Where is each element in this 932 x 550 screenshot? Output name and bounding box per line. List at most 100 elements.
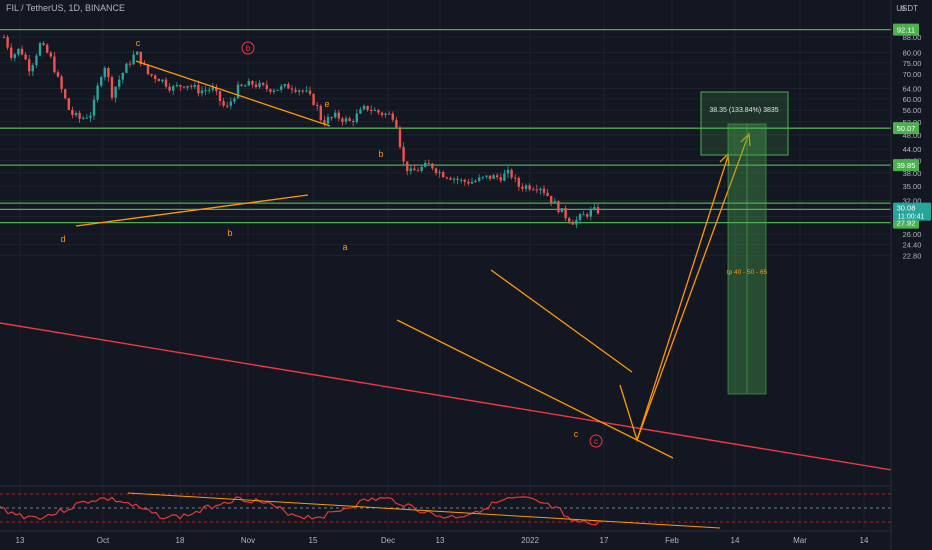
projection-arrow-1 — [619, 155, 729, 443]
candle — [215, 84, 218, 96]
candle — [517, 176, 520, 191]
candle — [161, 79, 164, 84]
candle — [492, 173, 495, 179]
candle — [362, 104, 366, 111]
candle — [121, 72, 124, 84]
oscillator-pane: 60.0040.00 — [0, 483, 932, 532]
last-price-tag — [893, 202, 931, 221]
candle — [506, 166, 510, 179]
candle — [251, 80, 254, 88]
triangle-lower-line — [75, 194, 309, 227]
candle — [398, 125, 402, 150]
price-top-label: 9 — [901, 4, 905, 13]
projection-arrow-2 — [636, 135, 749, 441]
candle — [542, 185, 546, 196]
time-tick: Dec — [381, 536, 395, 545]
candle — [164, 77, 168, 89]
candle — [496, 173, 499, 180]
candle — [78, 110, 81, 123]
candle — [35, 53, 38, 68]
candle — [301, 89, 304, 94]
wedge-upper-line — [490, 269, 633, 373]
candle — [582, 210, 585, 216]
candle — [323, 115, 326, 127]
candle — [272, 88, 276, 95]
candle — [406, 161, 409, 176]
candle — [132, 50, 135, 66]
candle — [136, 50, 139, 55]
candle — [82, 115, 85, 121]
candle — [208, 87, 211, 94]
time-tick: 13 — [436, 536, 445, 545]
grid — [0, 0, 891, 530]
candle — [31, 63, 34, 77]
time-tick: 14 — [860, 536, 869, 545]
target-zone: 38.35 (133.84%) 3835 tp 40 - 50 - 65 — [700, 91, 789, 395]
price-tick: 48.00 — [903, 131, 922, 140]
candle — [380, 111, 384, 118]
price-tick: 22.80 — [903, 251, 922, 260]
candle — [391, 111, 394, 123]
candle — [28, 54, 31, 77]
candle — [535, 184, 538, 194]
candle — [218, 90, 222, 106]
price-tick: 56.00 — [903, 106, 922, 115]
candle — [384, 112, 387, 118]
candle — [110, 75, 114, 101]
candle — [413, 164, 416, 171]
time-tick: 13 — [16, 536, 25, 545]
candle — [485, 175, 488, 179]
candle — [438, 169, 441, 178]
candle — [578, 212, 582, 225]
candle — [49, 50, 52, 59]
take-profit-label: tp 40 - 50 - 65 — [727, 269, 768, 276]
target-label: 38.35 (133.84%) 3835 — [709, 107, 778, 114]
trend-drawings — [0, 60, 893, 471]
candle — [233, 96, 236, 104]
target-label-box — [700, 91, 789, 156]
candle — [2, 34, 6, 38]
candle — [514, 174, 517, 183]
candle — [175, 81, 178, 88]
wave-label: a — [342, 242, 347, 252]
candle — [586, 212, 589, 220]
price-tick: 60.00 — [903, 95, 922, 104]
candle — [146, 64, 150, 76]
candle — [474, 179, 477, 183]
candle — [395, 116, 398, 128]
candle — [442, 170, 445, 178]
candle — [222, 97, 225, 108]
candle — [56, 69, 60, 78]
candle — [316, 102, 319, 111]
candle — [388, 111, 391, 115]
candle — [10, 43, 13, 61]
candle — [103, 66, 106, 81]
candle — [305, 85, 308, 93]
candle — [503, 169, 506, 182]
candle — [20, 45, 24, 56]
candle — [200, 86, 204, 97]
candle — [157, 78, 160, 82]
candle — [564, 205, 567, 222]
candle — [337, 109, 340, 122]
candle — [294, 87, 297, 94]
candle — [510, 168, 513, 180]
svg-text:50.07: 50.07 — [897, 124, 916, 133]
support-resistance-levels — [0, 28, 891, 224]
candle — [139, 51, 142, 67]
candle — [546, 188, 549, 197]
candle — [182, 86, 186, 89]
candle — [550, 195, 553, 207]
price-axis[interactable]: 988.0080.0075.0070.0064.0060.0056.0052.0… — [890, 0, 932, 550]
candle — [42, 40, 45, 46]
candle — [125, 62, 128, 74]
candle — [197, 80, 200, 97]
candle — [373, 107, 376, 111]
candle — [308, 86, 312, 97]
candle — [186, 85, 189, 91]
time-axis[interactable]: 13 Oct 18 Nov 15 Dec 13 2022 17 Feb 14 Mar 14 — [16, 536, 869, 545]
candle — [359, 107, 362, 114]
candle — [553, 198, 556, 203]
candle — [13, 52, 16, 62]
